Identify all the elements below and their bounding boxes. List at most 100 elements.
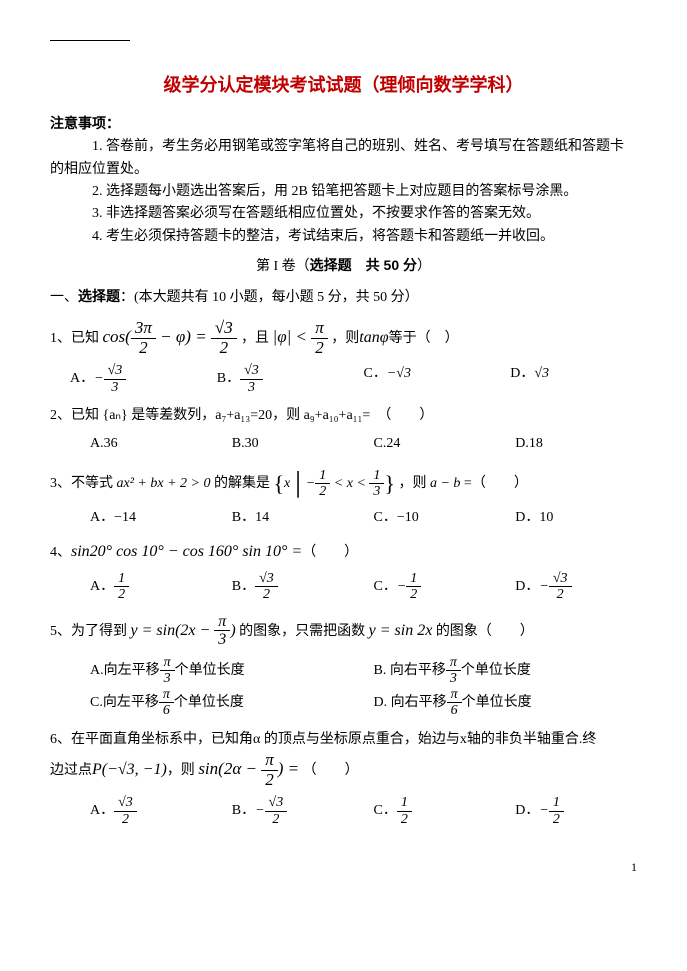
b: 个单位长度	[461, 663, 531, 678]
q3-option-b: B．14	[212, 507, 354, 529]
d: 2	[114, 587, 129, 602]
d: 2	[315, 484, 330, 499]
q1-f1-den: 2	[131, 339, 156, 358]
lbl: A．	[90, 579, 114, 594]
exam-title: 级学分认定模块考试试题（理倾向数学学科）	[50, 71, 637, 100]
q4-option-a: A．12	[70, 571, 212, 603]
q4-option-d: D．−√32	[495, 571, 637, 603]
q1-tan: tanφ	[359, 329, 388, 346]
q1-f3-num: π	[311, 319, 328, 339]
q1-phi: − φ	[156, 327, 185, 346]
question-5: 5、为了得到 y = sin(2x − π3) 的图象，只需把函数 y = si…	[50, 613, 637, 649]
question-6: 6、在平面直角坐标系中，已知角α 的顶点与坐标原点重合，始边与x轴的非负半轴重合…	[50, 729, 637, 790]
n: π	[214, 613, 230, 632]
q2-options: A.36 B.30 C.24 D.18	[50, 433, 637, 455]
q3-d: =（ ）	[460, 476, 527, 491]
q3-option-d: D．10	[495, 507, 637, 529]
section-title-a: 一、	[50, 290, 78, 305]
d: 3	[104, 380, 127, 395]
section-header-a: 第 I 卷（	[256, 259, 310, 274]
section-title: 一、选择题：(本大题共有 10 小题，每小题 5 分，共 50 分）	[50, 285, 637, 309]
d: 3	[240, 380, 263, 395]
lbl: A．	[90, 803, 114, 818]
n: 1	[406, 571, 421, 587]
opt-lbl: B．	[217, 371, 240, 386]
q3-options: A．−14 B．14 C．−10 D．10	[50, 507, 637, 529]
q1-f3-den: 2	[311, 339, 328, 358]
lbl: D．	[515, 803, 539, 818]
q4-options: A．12 B．√32 C．−12 D．−√32	[50, 571, 637, 603]
n: √3	[549, 571, 572, 587]
n: √3	[255, 571, 278, 587]
q1-option-a: A．−√33	[50, 363, 197, 395]
q6-sinb: ) =	[278, 759, 299, 778]
question-1: 1、已知 cos(3π2 − φ) = √32 ，且 |φ| < π2 ，则ta…	[50, 319, 637, 357]
q1-option-d: D．√3	[490, 363, 637, 395]
notice-item: 1. 答卷前，考生务必用钢笔或签字笔将自己的班别、姓名、考号填写在答题纸和答题卡…	[50, 136, 637, 181]
notice-heading: 注意事项：	[50, 115, 120, 131]
a: B. 向右平移	[374, 663, 446, 678]
q6-line1: 6、在平面直角坐标系中，已知角α 的顶点与坐标原点重合，始边与x轴的非负半轴重合…	[50, 729, 637, 751]
notice-item: 4. 考生必须保持答题卡的整洁，考试结束后，将答题卡和答题纸一并收回。	[50, 226, 637, 248]
q1-c: ，则	[331, 331, 359, 346]
q3-expr: ax² + bx + 2 > 0	[117, 476, 211, 491]
q6-option-c: C．12	[354, 795, 496, 827]
a: C.向左平移	[90, 695, 159, 710]
lbl: B．	[232, 803, 255, 818]
n: √3	[104, 363, 127, 379]
section-header-c: 共 50 分	[352, 257, 417, 273]
section-title-b: 选择题	[78, 288, 120, 304]
q2-option-d: D.18	[495, 433, 637, 455]
d: 3	[446, 671, 461, 686]
n: π	[159, 687, 174, 703]
n: √3	[240, 363, 263, 379]
question-4: 4、sin20° cos 10° − cos 160° sin 10° =（ ）	[50, 539, 637, 565]
q4-option-b: B．√32	[212, 571, 354, 603]
d: 3	[214, 631, 230, 649]
a: A.向左平移	[90, 663, 160, 678]
q1-f2-den: 2	[211, 339, 237, 358]
q1-cos: cos	[103, 327, 126, 346]
q4-b: （ ）	[302, 545, 358, 560]
q6-option-a: A．√32	[70, 795, 212, 827]
q4-option-c: C．−12	[354, 571, 496, 603]
opt-lbl: D．	[510, 366, 534, 381]
n: 1	[549, 795, 564, 811]
q5-a: 5、为了得到	[50, 624, 127, 639]
question-2: 2、已知 {aₙ} 是等差数列，a₇+a₁₃=20，则 a₉+a₁₀+a₁₁= …	[50, 405, 637, 427]
a: D. 向右平移	[374, 695, 447, 710]
question-3: 3、不等式 ax² + bx + 2 > 0 的解集是 {x│−12 < x <…	[50, 466, 637, 501]
q4-expr: sin20° cos 10° − cos 160° sin 10° =	[71, 543, 302, 560]
lbl: B．	[232, 579, 255, 594]
q5-y1b: )	[230, 622, 235, 639]
q3-ab: a − b	[430, 476, 460, 491]
n: 1	[369, 468, 384, 484]
n: π	[261, 751, 278, 771]
d: 3	[369, 484, 384, 499]
q2-option-b: B.30	[212, 433, 354, 455]
q2-option-a: A.36	[70, 433, 212, 455]
q5-y2: y = sin 2x	[369, 622, 433, 639]
notice-block: 注意事项： 1. 答卷前，考生务必用钢笔或签字笔将自己的班别、姓名、考号填写在答…	[50, 112, 637, 248]
q5-y1: y = sin(2x −	[131, 622, 215, 639]
b: 个单位长度	[462, 695, 532, 710]
q1-options: A．−√33 B．√33 C．−√3 D．√3	[50, 363, 637, 395]
q2-option-c: C.24	[354, 433, 496, 455]
q1-f1-num: 3π	[131, 319, 156, 339]
notice-item: 2. 选择题每小题选出答案后，用 2B 铅笔把答题卡上对应题目的答案标号涂黑。	[50, 181, 637, 203]
notice-item: 3. 非选择题答案必须写在答题纸相应位置处，不按要求作答的答案无效。	[50, 203, 637, 225]
d: 2	[549, 587, 572, 602]
lt: < x <	[330, 476, 369, 491]
q6-sin: sin(2α −	[198, 759, 261, 778]
q3-b: 的解集是	[210, 476, 270, 491]
section-title-c: ：(本大题共有 10 小题，每小题 5 分，共 50 分）	[120, 290, 419, 305]
n: π	[446, 655, 461, 671]
q1-option-c: C．−√3	[344, 363, 491, 395]
q5-option-d: D. 向右平移π6个单位长度	[354, 687, 638, 719]
q1-f2-num: √3	[211, 319, 237, 339]
d: 2	[397, 812, 412, 827]
q1-text: 1、已知	[50, 331, 103, 346]
q6-option-d: D．−12	[495, 795, 637, 827]
section-header-d: ）	[417, 259, 431, 274]
q4-a: 4、	[50, 545, 71, 560]
